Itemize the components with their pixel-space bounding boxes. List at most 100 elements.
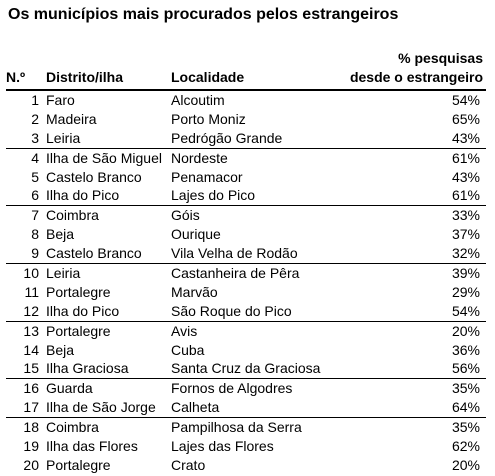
row-locality: São Roque do Pico [171, 302, 292, 319]
row-percent: 43% [451, 129, 480, 146]
row-locality: Vila Velha de Rodão [171, 245, 298, 262]
row-number: 4 [31, 149, 39, 166]
row-district: Portalegre [46, 283, 111, 300]
row-district: Leiria [46, 129, 81, 146]
row-locality: Marvão [171, 283, 218, 300]
row-locality: Calheta [171, 399, 220, 416]
table-row: 17 Ilha de São Jorge Calheta 64% [6, 398, 486, 417]
header-district: Distrito/ilha [46, 69, 124, 85]
row-percent: 29% [451, 283, 480, 300]
row-percent: 37% [451, 226, 480, 243]
row-locality: Fornos de Algodres [171, 380, 293, 397]
row-group: 7 Coimbra Góis 33% 8 Beja Ourique 37% 9 Castelo B… [6, 206, 486, 265]
row-district: Ilha de São Miguel [46, 149, 162, 166]
table-row: 10 Leiria Castanheira de Pêra 39% [6, 264, 486, 283]
row-locality: Penamacor [171, 168, 243, 185]
row-number: 8 [31, 226, 39, 243]
row-percent: 33% [451, 207, 480, 224]
row-locality: Santa Cruz da Graciosa [171, 360, 321, 377]
header-locality: Localidade [171, 69, 245, 85]
row-district: Ilha do Pico [46, 187, 120, 204]
row-percent: 64% [451, 399, 480, 416]
row-district: Coimbra [46, 207, 99, 224]
row-locality: Ourique [171, 226, 221, 243]
row-district: Beja [46, 226, 75, 243]
row-district: Coimbra [46, 419, 99, 436]
table-row: 15 Ilha Graciosa Santa Cruz da Graciosa 56% [6, 359, 486, 378]
row-percent: 65% [451, 110, 480, 127]
row-percent: 61% [451, 187, 480, 204]
table-row: 6 Ilha do Pico Lajes do Pico 61% [6, 186, 486, 205]
row-locality: Lajes do Pico [171, 187, 256, 204]
row-percent: 32% [451, 245, 480, 262]
row-percent: 54% [451, 302, 480, 319]
row-group: 1 Faro Alcoutim 54% 2 Madeira Porto Moniz 65% 3 L… [6, 91, 486, 149]
row-number: 5 [31, 168, 39, 185]
row-percent: 35% [451, 380, 480, 397]
row-locality: Porto Moniz [171, 110, 246, 127]
row-district: Ilha das Flores [46, 438, 138, 455]
row-percent: 61% [451, 149, 480, 166]
row-number: 18 [23, 419, 39, 436]
row-percent: 43% [451, 168, 480, 185]
row-number: 19 [23, 438, 39, 455]
row-number: 20 [23, 456, 39, 473]
row-number: 13 [23, 322, 39, 339]
page-title: Os municípios mais procurados pelos estr… [8, 6, 399, 23]
row-district: Beja [46, 341, 75, 358]
row-locality: Alcoutim [171, 92, 225, 108]
row-locality: Góis [171, 207, 200, 224]
table-row: 9 Castelo Branco Vila Velha de Rodão 32% [6, 244, 486, 263]
row-locality: Lajes das Flores [171, 438, 274, 455]
row-group: 13 Portalegre Avis 20% 14 Beja Cuba 36% 15 Ilha G… [6, 322, 486, 380]
row-locality: Crato [171, 456, 206, 473]
table-row: 13 Portalegre Avis 20% [6, 322, 486, 341]
row-number: 14 [23, 341, 39, 358]
row-district: Ilha de São Jorge [46, 399, 156, 416]
row-percent: 39% [451, 265, 480, 282]
table-row: 19 Ilha das Flores Lajes das Flores 62% [6, 437, 486, 456]
table-row: 16 Guarda Fornos de Algodres 35% [6, 379, 486, 398]
table-row: 2 Madeira Porto Moniz 65% [6, 110, 486, 129]
row-locality: Pampilhosa da Serra [171, 419, 302, 436]
row-group: 18 Coimbra Pampilhosa da Serra 35% 19 Ilha da… [6, 418, 486, 475]
row-locality: Cuba [171, 341, 205, 358]
table-row: 3 Leiria Pedrógão Grande 43% [6, 129, 486, 148]
table-row: 1 Faro Alcoutim 54% [6, 91, 486, 110]
row-number: 17 [23, 399, 39, 416]
table-row: 14 Beja Cuba 36% [6, 341, 486, 360]
row-number: 7 [31, 207, 39, 224]
row-district: Madeira [46, 110, 97, 127]
row-locality: Nordeste [171, 149, 228, 166]
row-number: 9 [31, 245, 39, 262]
row-group: 16 Guarda Fornos de Algodres 35% 17 Ilha de S… [6, 379, 486, 419]
row-percent: 20% [451, 322, 480, 339]
row-district: Ilha do Pico [46, 302, 120, 319]
table-row: 18 Coimbra Pampilhosa da Serra 35% [6, 418, 486, 437]
table-header: N.º Distrito/ilha Localidade % pesquisas… [0, 48, 495, 90]
row-number: 1 [31, 92, 39, 108]
row-district: Castelo Branco [46, 168, 142, 185]
header-number: N.º [6, 69, 26, 85]
header-percent-line2: desde o estrangeiro [349, 69, 483, 85]
row-district: Faro [46, 92, 75, 108]
row-district: Ilha Graciosa [46, 360, 129, 377]
row-percent: 36% [451, 341, 480, 358]
row-percent: 35% [451, 419, 480, 436]
row-percent: 62% [451, 438, 480, 455]
table-row: 5 Castelo Branco Penamacor 43% [6, 168, 486, 187]
row-group: 10 Leiria Castanheira de Pêra 39% 11 Portaleg… [6, 264, 486, 322]
row-district: Castelo Branco [46, 245, 142, 262]
row-number: 16 [23, 380, 39, 397]
table-row: 8 Beja Ourique 37% [6, 225, 486, 244]
header-divider [6, 89, 486, 91]
table-row: 12 Ilha do Pico São Roque do Pico 54% [6, 302, 486, 321]
row-locality: Avis [171, 322, 198, 339]
row-percent: 54% [451, 92, 480, 108]
row-district: Guarda [46, 380, 93, 397]
row-number: 12 [23, 302, 39, 319]
table-row: 11 Portalegre Marvão 29% [6, 283, 486, 302]
row-number: 3 [31, 129, 39, 146]
row-number: 2 [31, 110, 39, 127]
header-percent-line1: % pesquisas [398, 50, 483, 66]
